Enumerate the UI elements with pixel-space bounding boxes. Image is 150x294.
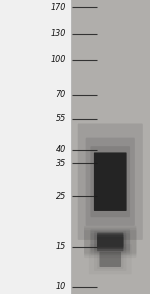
FancyBboxPatch shape [97,234,123,249]
FancyBboxPatch shape [94,235,126,253]
FancyBboxPatch shape [90,146,130,217]
Bar [70,0,150,294]
FancyBboxPatch shape [86,138,135,226]
Text: 170: 170 [51,3,66,12]
FancyBboxPatch shape [94,152,127,211]
FancyBboxPatch shape [84,230,136,258]
Text: 100: 100 [51,55,66,64]
FancyBboxPatch shape [90,233,130,255]
Text: 15: 15 [56,242,66,251]
Text: 130: 130 [51,29,66,38]
FancyBboxPatch shape [94,231,126,249]
FancyBboxPatch shape [94,233,126,250]
Bar [0,0,70,294]
Text: 25: 25 [56,192,66,201]
Text: 40: 40 [56,146,66,154]
Text: 55: 55 [56,114,66,123]
FancyBboxPatch shape [78,123,143,240]
FancyBboxPatch shape [84,226,136,254]
Text: 10: 10 [56,282,66,291]
FancyBboxPatch shape [90,231,130,252]
Text: 70: 70 [56,90,66,99]
FancyBboxPatch shape [97,233,123,247]
FancyBboxPatch shape [99,252,121,267]
Text: 35: 35 [56,159,66,168]
FancyBboxPatch shape [90,229,130,250]
FancyBboxPatch shape [84,228,136,255]
FancyBboxPatch shape [97,237,123,251]
